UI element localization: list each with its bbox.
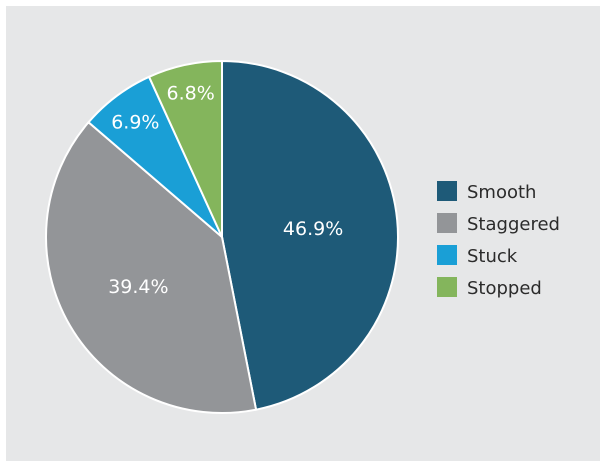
slice-label-smooth: 46.9% — [283, 218, 343, 240]
legend-label-stuck: Stuck — [467, 246, 518, 267]
legend-swatch-staggered — [437, 213, 457, 233]
pie-labels: 46.9% 39.4% 6.9% 6.8% — [108, 83, 343, 298]
legend-swatch-stuck — [437, 245, 457, 265]
pie-slice-smooth — [221, 59, 399, 411]
legend-label-stopped: Stopped — [467, 278, 542, 299]
slice-label-staggered: 39.4% — [108, 276, 168, 298]
legend-swatch-stopped — [437, 277, 457, 297]
legend-label-staggered: Staggered — [467, 214, 560, 235]
pie-slice-staggered — [45, 120, 258, 414]
slice-label-stopped: 6.8% — [167, 83, 215, 105]
slice-label-stuck: 6.9% — [111, 112, 159, 134]
pie-slices — [45, 59, 399, 414]
legend-label-smooth: Smooth — [467, 182, 536, 203]
pie-slice-stopped — [147, 59, 223, 238]
legend: Smooth Staggered Stuck Stopped — [437, 181, 560, 299]
legend-swatch-smooth — [437, 181, 457, 201]
